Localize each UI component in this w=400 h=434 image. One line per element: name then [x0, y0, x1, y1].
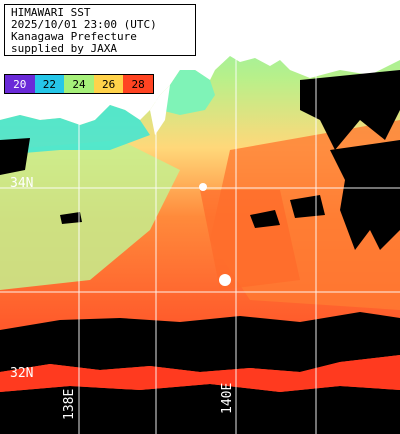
warm-gap-1 [0, 355, 400, 392]
cloud-small-2 [250, 210, 280, 228]
cloud-band-lower [0, 384, 400, 434]
color-legend: 20 22 24 26 28 [4, 74, 154, 94]
lat-label-32n: 32N [10, 366, 34, 381]
source-line: supplied by JAXA [11, 42, 117, 55]
cool-water-band [0, 140, 180, 290]
sagami-bay [160, 70, 215, 115]
legend-tick-20: 20 [5, 75, 35, 93]
izu-peninsula [150, 85, 170, 135]
cloud-small-1 [60, 212, 82, 224]
island-miyake [219, 274, 231, 286]
lon-label-138e: 138E [62, 388, 77, 420]
lat-label-34n: 34N [10, 176, 34, 191]
legend-tick-22: 22 [34, 75, 65, 93]
cloud-band-south [0, 312, 400, 372]
cloud-east [330, 140, 400, 250]
title-line: HIMAWARI SST [11, 6, 91, 19]
coastal-water [0, 105, 150, 155]
legend-tick-28: 28 [123, 75, 153, 93]
title-box: HIMAWARI SST 2025/10/01 23:00 (UTC) Kana… [4, 4, 196, 56]
island-oshima [199, 183, 207, 191]
region-line: Kanagawa Prefecture [11, 30, 137, 43]
cloud-northeast [300, 70, 400, 150]
lon-label-140e: 140E [220, 382, 235, 414]
timestamp-line: 2025/10/01 23:00 (UTC) [11, 18, 157, 31]
legend-tick-24: 24 [64, 75, 94, 93]
legend-tick-26: 26 [93, 75, 124, 93]
cloud-west-patch [0, 138, 30, 175]
